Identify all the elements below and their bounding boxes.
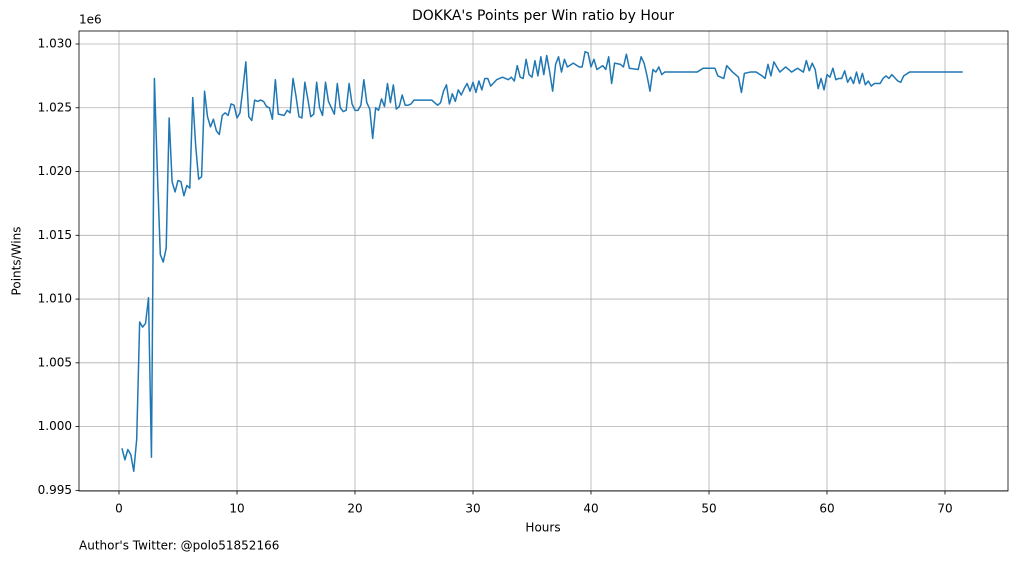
x-tick-label: 40 xyxy=(583,502,598,516)
x-tick-label: 20 xyxy=(347,502,362,516)
x-axis-label: Hours xyxy=(525,521,560,535)
y-tick-label: 1.030 xyxy=(38,37,72,51)
x-tick-label: 50 xyxy=(701,502,716,516)
y-tick-label: 1.005 xyxy=(38,355,72,369)
x-tick-label: 30 xyxy=(465,502,480,516)
y-tick-label: 1.020 xyxy=(38,164,72,178)
plot-frame xyxy=(78,30,1009,492)
y-tick-label: 1.010 xyxy=(38,292,72,306)
chart-title: DOKKA's Points per Win ratio by Hour xyxy=(412,8,674,24)
footnote: Author's Twitter: @polo51852166 xyxy=(79,539,279,553)
y-tick-label: 1.015 xyxy=(38,228,72,242)
y-tick-label: 1.000 xyxy=(38,419,72,433)
y-axis-label: Points/Wins xyxy=(10,227,24,296)
x-tick-label: 70 xyxy=(937,502,952,516)
data-line xyxy=(121,50,963,472)
x-tick-label: 60 xyxy=(819,502,834,516)
y-tick-label: 1.025 xyxy=(38,100,72,114)
y-offset: 1e6 xyxy=(79,13,102,27)
y-tick-label: 0.995 xyxy=(38,483,72,497)
x-tick-label: 0 xyxy=(115,502,123,516)
x-tick-label: 10 xyxy=(229,502,244,516)
